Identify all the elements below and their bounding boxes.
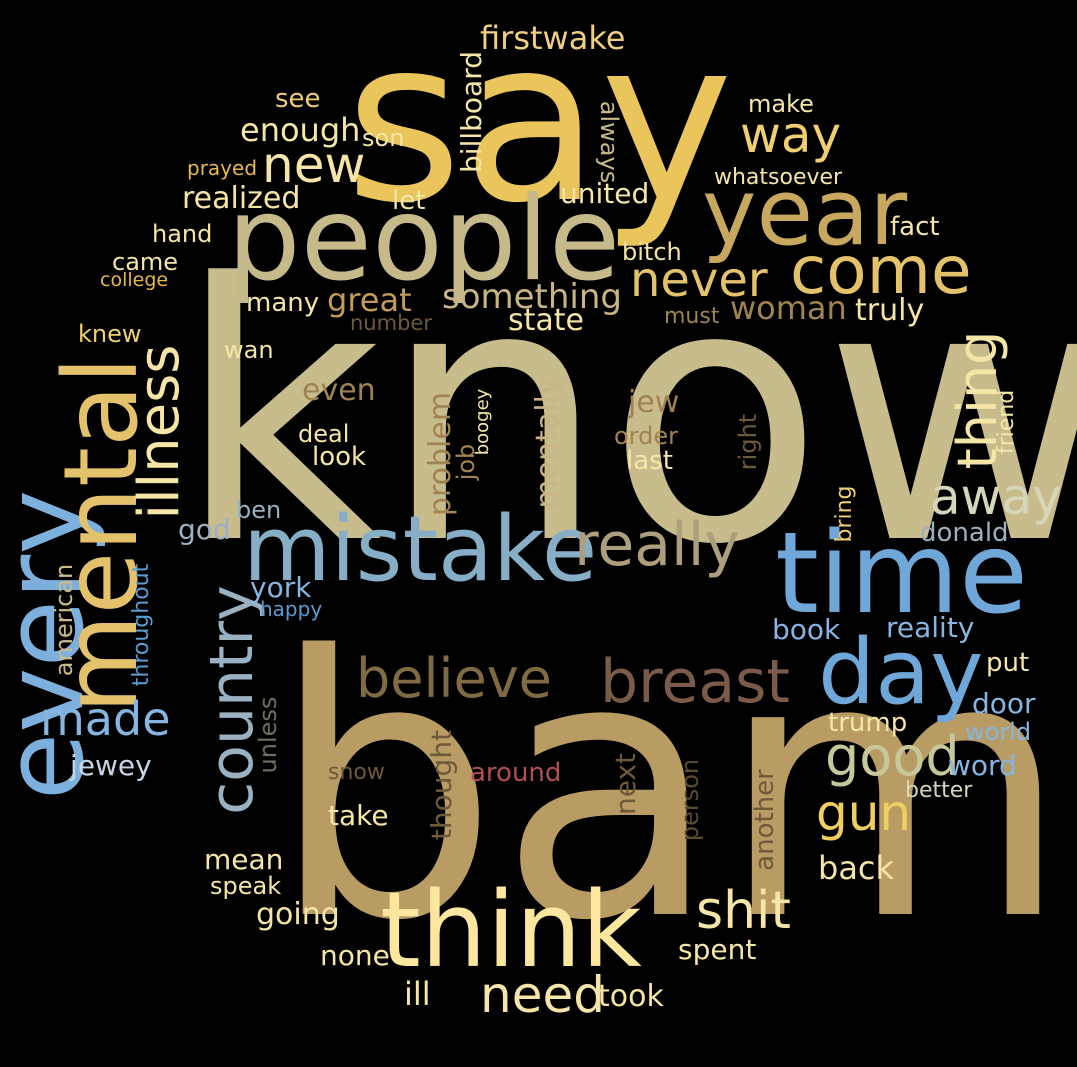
word-next: next bbox=[609, 752, 642, 816]
word-whatsoever: whatsoever bbox=[714, 165, 843, 190]
word-know: know bbox=[176, 208, 1077, 622]
word-people: people bbox=[227, 172, 621, 307]
word-time: time bbox=[775, 509, 1029, 639]
word-fact: fact bbox=[890, 212, 940, 242]
word-say: say bbox=[345, 0, 734, 253]
word-illness: illness bbox=[127, 344, 192, 520]
word-make: make bbox=[748, 90, 814, 118]
word-shit: shit bbox=[696, 881, 791, 941]
word-great: great bbox=[327, 281, 412, 319]
word-ill: ill bbox=[404, 975, 431, 1013]
word-throughout: throughout bbox=[129, 563, 154, 687]
word-wan: wan bbox=[224, 336, 274, 364]
word-new: new bbox=[262, 136, 366, 194]
word-firstwake: firstwake bbox=[480, 19, 626, 57]
word-jew: jew bbox=[628, 385, 680, 420]
word-last: last bbox=[626, 446, 673, 476]
word-snow: snow bbox=[328, 760, 385, 785]
word-gun: gun bbox=[816, 784, 912, 842]
word-must: must bbox=[664, 304, 720, 329]
word-bam: bam bbox=[270, 580, 1070, 999]
word-state: state bbox=[508, 303, 584, 338]
word-take: take bbox=[328, 799, 389, 832]
word-year: year bbox=[702, 159, 908, 266]
word-made: made bbox=[40, 692, 171, 746]
word-spent: spent bbox=[678, 933, 757, 966]
word-need: need bbox=[480, 966, 605, 1024]
word-many: many bbox=[246, 288, 320, 318]
word-really: really bbox=[574, 510, 740, 580]
word-look: look bbox=[312, 442, 367, 472]
word-mistake: mistake bbox=[243, 497, 598, 602]
word-word: word bbox=[948, 749, 1017, 782]
word-took: took bbox=[598, 979, 664, 1014]
word-around: around bbox=[470, 758, 562, 788]
word-ben: ben bbox=[236, 496, 282, 524]
word-none: none bbox=[320, 939, 390, 972]
word-order: order bbox=[614, 422, 678, 450]
word-always: always bbox=[595, 100, 623, 184]
word-breast: breast bbox=[600, 647, 790, 717]
word-bitch: bitch bbox=[622, 238, 682, 266]
word-world: world bbox=[965, 718, 1032, 746]
word-country: country bbox=[197, 585, 267, 815]
word-think: think bbox=[380, 869, 642, 991]
word-realized: realized bbox=[182, 181, 301, 216]
word-never: never bbox=[630, 252, 768, 308]
word-boogey: boogey bbox=[472, 388, 493, 456]
word-reality: reality bbox=[886, 611, 975, 644]
word-enough: enough bbox=[240, 111, 361, 149]
word-put: put bbox=[986, 648, 1030, 678]
word-way: way bbox=[740, 106, 842, 164]
word-mentally: mentally bbox=[530, 377, 565, 509]
word-day: day bbox=[818, 620, 984, 725]
word-come: come bbox=[790, 232, 972, 309]
word-truly: truly bbox=[855, 293, 925, 328]
word-united: united bbox=[560, 177, 650, 210]
word-college: college bbox=[100, 269, 169, 291]
word-believe: believe bbox=[356, 647, 552, 710]
word-even: even bbox=[302, 373, 376, 408]
word-billboard: billboard bbox=[455, 51, 488, 173]
word-let: let bbox=[392, 186, 426, 216]
word-trump: trump bbox=[828, 708, 908, 738]
word-door: door bbox=[972, 687, 1036, 720]
word-hand: hand bbox=[152, 220, 213, 248]
word-right: right bbox=[734, 413, 762, 471]
word-happy: happy bbox=[260, 597, 323, 621]
word-prayed: prayed bbox=[187, 156, 258, 180]
word-better: better bbox=[905, 778, 973, 803]
word-came: came bbox=[112, 248, 179, 276]
word-thought: thought bbox=[425, 729, 458, 841]
word-donald: donald bbox=[920, 518, 1009, 548]
word-mean: mean bbox=[204, 843, 284, 876]
word-something: something bbox=[442, 277, 623, 317]
word-going: going bbox=[256, 897, 340, 932]
word-son: son bbox=[362, 124, 405, 152]
word-good: good bbox=[825, 725, 960, 788]
word-knew: knew bbox=[78, 320, 142, 348]
word-american: american bbox=[50, 563, 78, 677]
word-friend: friend bbox=[994, 389, 1019, 455]
word-book: book bbox=[772, 613, 841, 646]
word-deal: deal bbox=[298, 420, 350, 448]
word-jewey: jewey bbox=[70, 749, 152, 782]
word-bring: bring bbox=[832, 485, 857, 543]
word-back: back bbox=[818, 849, 895, 887]
word-number: number bbox=[350, 311, 432, 335]
word-another: another bbox=[750, 769, 780, 871]
word-person: person bbox=[676, 758, 704, 842]
word-unless: unless bbox=[254, 696, 282, 774]
word-god: god bbox=[178, 513, 231, 546]
word-speak: speak bbox=[210, 872, 282, 900]
word-york: york bbox=[250, 571, 312, 604]
word-see: see bbox=[275, 84, 321, 114]
word-woman: woman bbox=[730, 289, 847, 327]
word-away: away bbox=[930, 468, 1062, 526]
